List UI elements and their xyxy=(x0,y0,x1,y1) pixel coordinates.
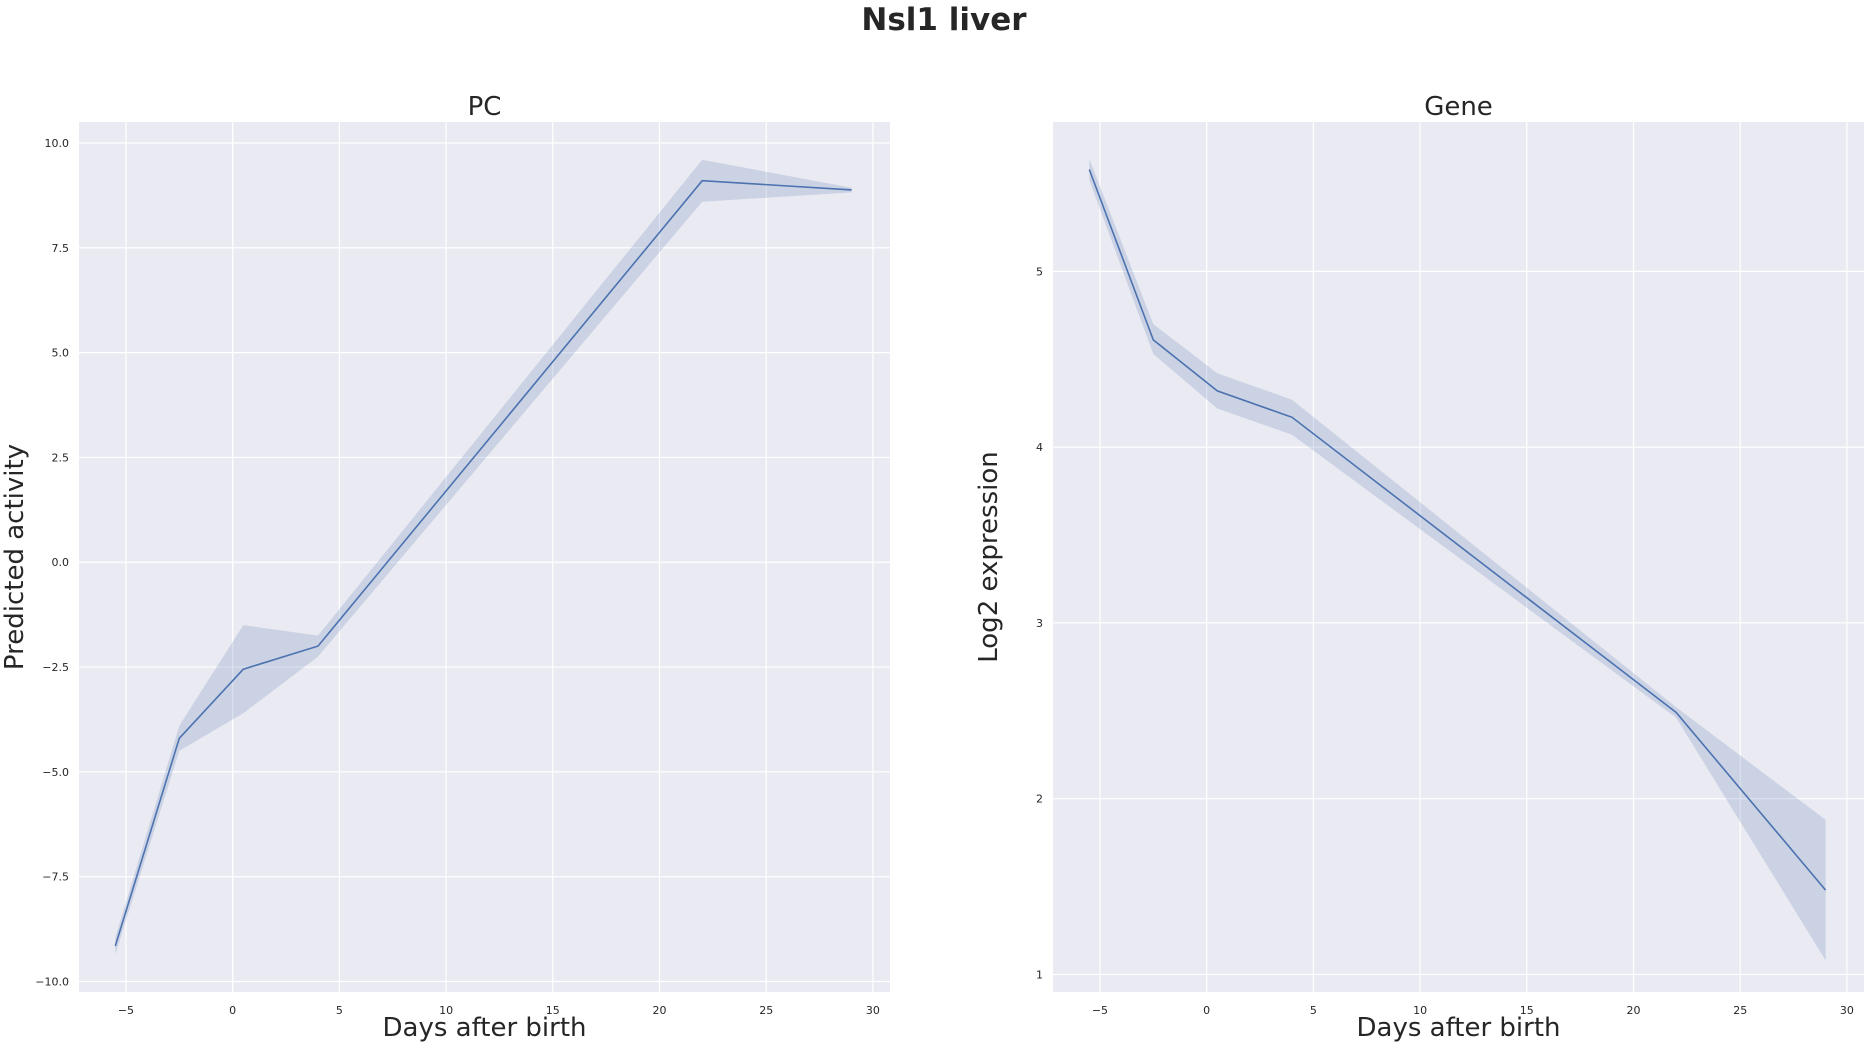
x-tick-label: 25 xyxy=(759,1004,773,1017)
x-tick-label: 20 xyxy=(653,1004,667,1017)
x-tick-label: 20 xyxy=(1627,1004,1641,1017)
x-tick-label: −5 xyxy=(1092,1004,1108,1017)
x-tick-label: 10 xyxy=(1413,1004,1427,1017)
x-tick-label: 30 xyxy=(866,1004,880,1017)
y-tick-label: 7.5 xyxy=(52,242,70,255)
y-tick-label: 10.0 xyxy=(45,137,70,150)
y-tick-label: −10.0 xyxy=(35,976,69,989)
y-tick-label: 2.5 xyxy=(52,451,70,464)
y-tick-labels: −10.0 −7.5 −5.0 −2.5 0.0 2.5 5.0 7.5 10.0 xyxy=(35,137,69,989)
y-tick-label: −7.5 xyxy=(42,871,69,884)
y-tick-label: 2 xyxy=(1036,793,1043,806)
x-tick-label: 15 xyxy=(546,1004,560,1017)
plot-background xyxy=(1053,122,1864,992)
chart-pc: −5 0 5 10 15 20 25 30 −10.0 −7.5 −5.0 −2.5 0.0 2.5 5.… xyxy=(0,92,890,1043)
x-tick-labels: −5 0 5 10 15 20 25 30 xyxy=(1092,1004,1854,1017)
x-tick-label: −5 xyxy=(118,1004,134,1017)
y-tick-label: 5 xyxy=(1036,265,1043,278)
y-tick-label: −5.0 xyxy=(42,766,69,779)
y-axis-label: Log2 expression xyxy=(974,451,1004,663)
x-axis-label: Days after birth xyxy=(1356,1013,1560,1043)
y-axis-label: Predicted activity xyxy=(0,444,30,670)
y-tick-label: 1 xyxy=(1036,968,1043,981)
y-tick-label: 5.0 xyxy=(52,347,70,360)
y-tick-label: −2.5 xyxy=(42,661,69,674)
chart-gene: −5 0 5 10 15 20 25 30 1 2 3 4 5 Gene Days after bir… xyxy=(974,92,1864,1043)
x-tick-label: 10 xyxy=(439,1004,453,1017)
x-tick-label: 25 xyxy=(1733,1004,1747,1017)
series-line xyxy=(114,179,852,947)
plot-background xyxy=(79,122,890,992)
x-tick-label: 0 xyxy=(1203,1004,1210,1017)
series-line xyxy=(1088,169,1827,891)
x-tick-label: 5 xyxy=(336,1004,343,1017)
chart-title: PC xyxy=(468,92,502,122)
chart-title: Gene xyxy=(1424,92,1493,122)
y-tick-label: 0.0 xyxy=(52,556,70,569)
x-axis-label: Days after birth xyxy=(382,1013,586,1043)
x-tick-labels: −5 0 5 10 15 20 25 30 xyxy=(118,1004,880,1017)
y-tick-label: 4 xyxy=(1036,441,1043,454)
gridlines xyxy=(79,122,890,992)
y-tick-labels: 1 2 3 4 5 xyxy=(1036,265,1043,981)
x-tick-label: 0 xyxy=(229,1004,236,1017)
y-tick-label: 3 xyxy=(1036,617,1043,630)
x-tick-label: 5 xyxy=(1310,1004,1317,1017)
gridlines xyxy=(1053,122,1864,992)
x-tick-label: 30 xyxy=(1840,1004,1854,1017)
figure-title: Nsl1 liver xyxy=(861,2,1027,38)
x-tick-label: 15 xyxy=(1520,1004,1534,1017)
